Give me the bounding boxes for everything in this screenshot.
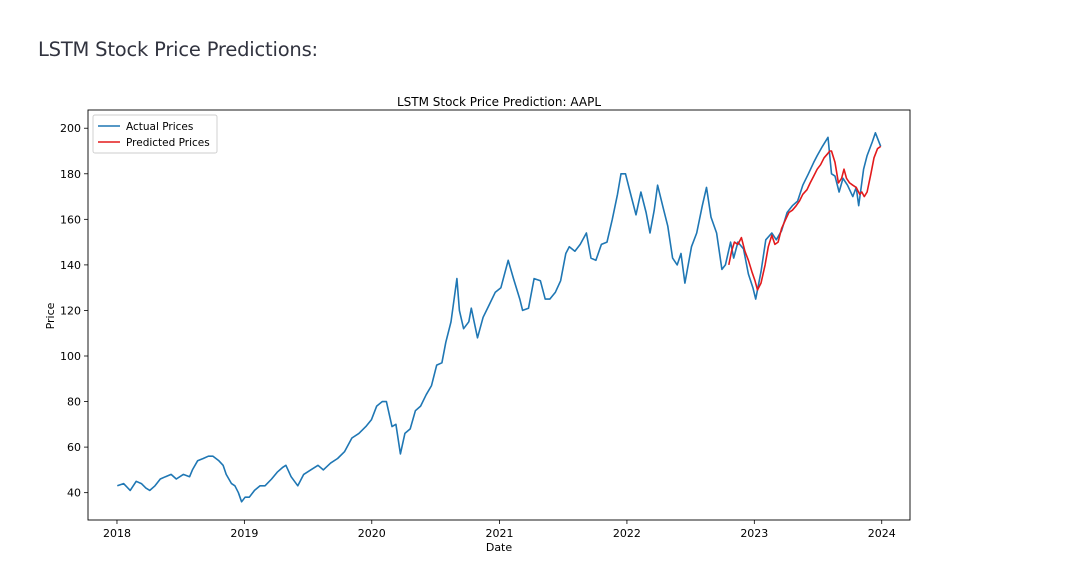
page-heading: LSTM Stock Price Predictions:: [38, 38, 318, 61]
x-tick-label: 2018: [103, 527, 131, 540]
legend-label-predicted: Predicted Prices: [126, 137, 210, 149]
y-tick-label: 60: [67, 441, 81, 454]
y-tick-label: 200: [60, 122, 81, 135]
x-axis-label: Date: [486, 541, 513, 554]
y-tick-label: 100: [60, 350, 81, 363]
predicted-prices-line: [728, 145, 882, 291]
actual-prices-line: [117, 132, 882, 503]
x-axis: 2018 2019 2020 2021 2022 2023 2024: [103, 520, 896, 540]
x-tick-label: 2024: [868, 527, 896, 540]
x-tick-label: 2020: [358, 527, 386, 540]
y-axis: 40 60 80 100 120 140 160 180 200: [60, 122, 88, 500]
x-tick-label: 2019: [230, 527, 258, 540]
y-axis-label: Price: [44, 302, 57, 329]
x-tick-label: 2021: [486, 527, 514, 540]
series-lines: [117, 132, 882, 503]
plot-area: [87, 109, 911, 521]
y-tick-label: 80: [67, 396, 81, 409]
y-tick-label: 140: [60, 259, 81, 272]
y-tick-label: 40: [67, 487, 81, 500]
legend-box: [92, 114, 218, 154]
chart-title: LSTM Stock Price Prediction: AAPL: [397, 95, 601, 109]
y-tick-label: 180: [60, 168, 81, 181]
x-tick-label: 2023: [740, 527, 768, 540]
legend-label-actual: Actual Prices: [126, 121, 193, 133]
y-tick-label: 160: [60, 213, 81, 226]
x-tick-label: 2022: [613, 527, 641, 540]
legend: Actual Prices Predicted Prices: [92, 114, 218, 154]
y-tick-label: 120: [60, 304, 81, 317]
